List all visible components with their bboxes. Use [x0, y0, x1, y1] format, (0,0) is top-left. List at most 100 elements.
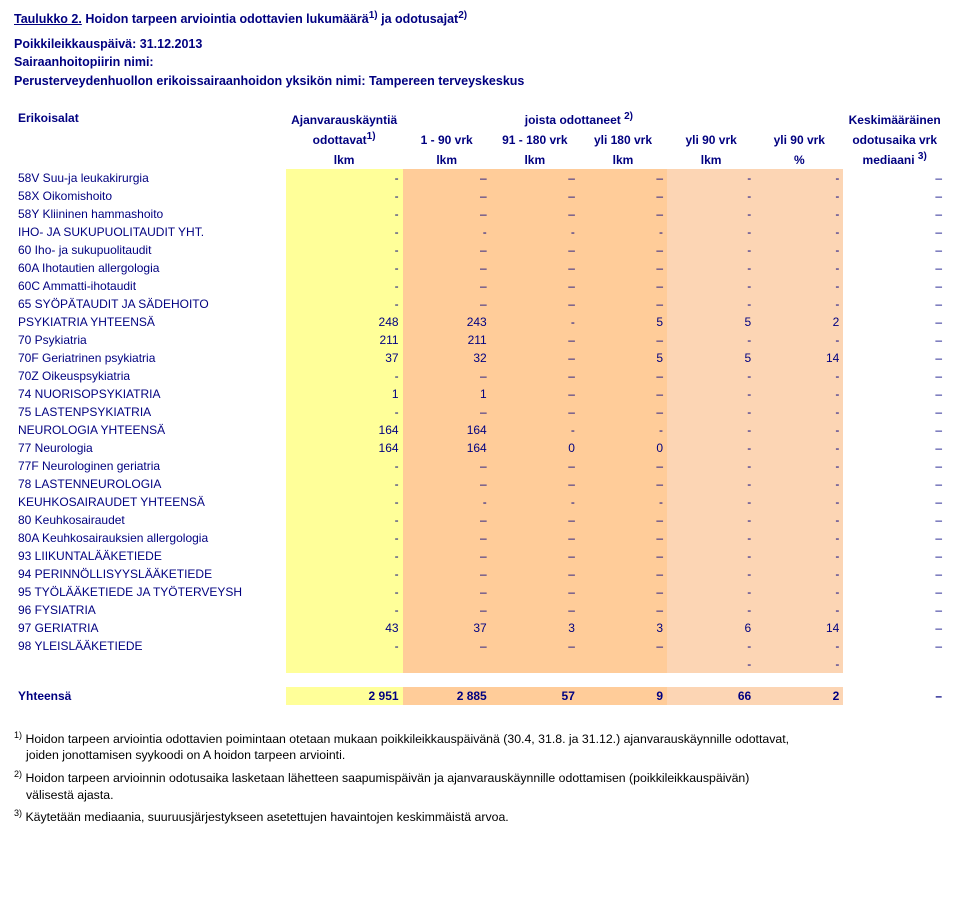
cell: –: [403, 403, 491, 421]
cell: -: [667, 241, 755, 259]
cell: 248: [286, 313, 403, 331]
cell: -: [755, 583, 843, 601]
row-label: 58X Oikomishoito: [14, 187, 286, 205]
cell: -: [755, 259, 843, 277]
cell: -: [286, 205, 403, 223]
cell: -: [755, 439, 843, 457]
cell: –: [491, 241, 579, 259]
col8-top: Keskimääräinen: [843, 109, 946, 129]
cell: -: [755, 205, 843, 223]
row-label: 60A Ihotautien allergologia: [14, 259, 286, 277]
cell: –: [843, 511, 946, 529]
cell: -: [667, 205, 755, 223]
cell: -: [491, 313, 579, 331]
cell: 43: [286, 619, 403, 637]
cell: –: [579, 385, 667, 403]
cell: –: [491, 277, 579, 295]
col3a: 1 - 90 vrk: [403, 129, 491, 149]
cell: -: [755, 655, 843, 673]
cell: 164: [403, 421, 491, 439]
cell: –: [403, 601, 491, 619]
cell: -: [286, 475, 403, 493]
cell: -: [286, 529, 403, 547]
col2-top: Ajanvarauskäyntiä: [286, 109, 403, 129]
cell: –: [579, 511, 667, 529]
cell: –: [843, 493, 946, 511]
row-label: KEUHKOSAIRAUDET YHTEENSÄ: [14, 493, 286, 511]
table-row: 58X Oikomishoito-–––--–: [14, 187, 946, 205]
row-label: IHO- JA SUKUPUOLITAUDIT YHT.: [14, 223, 286, 241]
cell: 6: [667, 619, 755, 637]
cell: –: [579, 529, 667, 547]
cell: -: [667, 475, 755, 493]
cell: 164: [403, 439, 491, 457]
col8-bot: mediaani 3): [843, 149, 946, 169]
cell: -: [667, 403, 755, 421]
cell: –: [843, 619, 946, 637]
row-label: 70F Geriatrinen psykiatria: [14, 349, 286, 367]
cell: -: [755, 331, 843, 349]
fn2: Hoidon tarpeen arvioinnin odotusaika las…: [25, 771, 749, 785]
table-row: 70F Geriatrinen psykiatria3732–5514–: [14, 349, 946, 367]
cell: –: [579, 457, 667, 475]
cell: -: [667, 385, 755, 403]
cell: -: [667, 187, 755, 205]
cell: -: [286, 169, 403, 187]
col6b: lkm: [667, 149, 755, 169]
fn1: Hoidon tarpeen arviointia odottavien poi…: [25, 732, 789, 746]
cell: -: [286, 187, 403, 205]
row-label: PSYKIATRIA YHTEENSÄ: [14, 313, 286, 331]
cell: –: [403, 637, 491, 655]
table-row: 77 Neurologia16416400--–: [14, 439, 946, 457]
cell: –: [843, 439, 946, 457]
cell: -: [667, 601, 755, 619]
cell: –: [843, 601, 946, 619]
cell: -: [667, 295, 755, 313]
cell: –: [579, 277, 667, 295]
cell: –: [403, 367, 491, 385]
cell: -: [491, 421, 579, 439]
cell: -: [579, 223, 667, 241]
table-row: 60 Iho- ja sukupuolitaudit-–––--–: [14, 241, 946, 259]
cell: –: [403, 295, 491, 313]
cell: –: [843, 457, 946, 475]
row-label: 96 FYSIATRIA: [14, 601, 286, 619]
cell: 164: [286, 421, 403, 439]
table-row: 80 Keuhkosairaudet-–––--–: [14, 511, 946, 529]
table-row: 93 LIIKUNTALÄÄKETIEDE-–––--–: [14, 547, 946, 565]
cell: -: [667, 655, 755, 673]
cell: 164: [286, 439, 403, 457]
cell: -: [286, 241, 403, 259]
cell: 14: [755, 349, 843, 367]
cell: -: [667, 565, 755, 583]
cell: –: [403, 259, 491, 277]
row-label: 97 GERIATRIA: [14, 619, 286, 637]
row-label: 77 Neurologia: [14, 439, 286, 457]
cell: –: [579, 241, 667, 259]
cell: –: [403, 187, 491, 205]
col2-mid: odottavat1): [286, 129, 403, 149]
col5b: lkm: [579, 149, 667, 169]
cell: –: [403, 205, 491, 223]
cell: -: [667, 439, 755, 457]
cell: -: [755, 367, 843, 385]
cell: -: [403, 223, 491, 241]
cell: –: [491, 295, 579, 313]
cell: -: [667, 529, 755, 547]
table-row: IHO- JA SUKUPUOLITAUDIT YHT.------–: [14, 223, 946, 241]
cell: [403, 655, 491, 673]
table-row: 77F Neurologinen geriatria-–––--–: [14, 457, 946, 475]
cell: -: [403, 493, 491, 511]
row-label: 74 NUORISOPSYKIATRIA: [14, 385, 286, 403]
cell: –: [843, 637, 946, 655]
cell: -: [286, 403, 403, 421]
cell: –: [843, 583, 946, 601]
cell: -: [491, 493, 579, 511]
row-label: 98 YLEISLÄÄKETIEDE: [14, 637, 286, 655]
footnotes: 1) Hoidon tarpeen arviointia odottavien …: [14, 729, 946, 826]
table-row: 70Z Oikeuspsykiatria-–––--–: [14, 367, 946, 385]
cell: -: [755, 277, 843, 295]
col6a: yli 90 vrk: [667, 129, 755, 149]
cell: 3: [579, 619, 667, 637]
table-row: 70 Psykiatria211211––--–: [14, 331, 946, 349]
